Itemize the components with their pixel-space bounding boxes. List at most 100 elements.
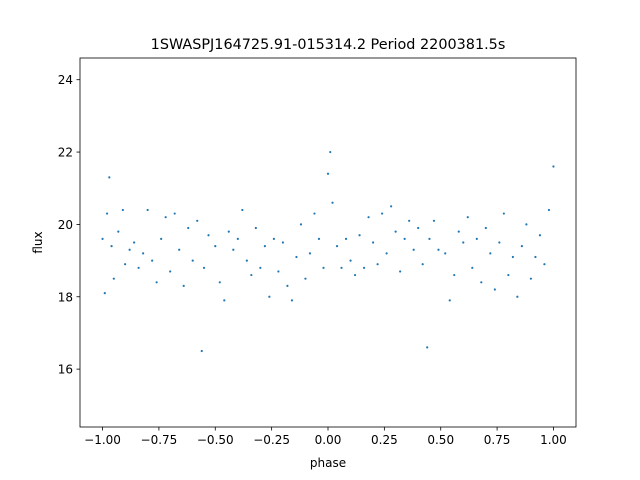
data-point [105,212,109,215]
data-point [232,248,235,251]
data-point [381,212,384,215]
data-point [475,237,478,240]
data-point [403,237,406,240]
data-point [457,230,460,233]
data-point [142,252,145,255]
data-point [254,226,257,230]
data-point [432,219,436,222]
y-tick-label: 24 [58,73,73,87]
data-point [304,277,307,280]
data-point [344,237,348,240]
data-point [367,216,370,219]
data-point [146,208,149,212]
data-point [101,237,104,240]
y-tick-label: 18 [58,290,73,304]
data-point [207,234,210,237]
data-point [218,281,221,284]
chart-title: 1SWASPJ164725.91-015314.2 Period 2200381… [151,37,506,53]
data-point [331,201,334,204]
data-point [358,234,361,237]
data-point [448,299,451,302]
y-tick-label: 22 [58,146,73,160]
data-point [462,241,465,244]
data-point [385,252,388,255]
data-point [250,273,253,277]
data-point [353,273,357,277]
data-point [376,263,379,266]
x-axis-label: phase [310,456,346,470]
data-point [329,150,332,154]
data-point [507,273,510,277]
data-point [151,259,154,262]
data-point [466,216,469,219]
x-tick-label: −1.00 [84,433,121,447]
data-point [471,266,474,269]
data-point [202,266,206,269]
data-point [489,252,492,255]
data-point [191,259,194,262]
data-point [178,248,181,251]
data-point [290,299,294,302]
data-point [133,241,136,244]
data-point [236,237,239,240]
x-tick-label: 0.50 [427,433,454,447]
data-point [437,248,440,251]
data-point [272,237,275,240]
data-point [103,292,106,295]
data-point [516,295,519,298]
data-point [164,216,167,219]
x-axis: −1.00 −0.75 −0.50 −0.25 0.00 0.25 0.50 0.75 1.00 [84,427,567,447]
data-point [223,299,226,302]
data-point [340,266,343,269]
y-tick-label: 16 [58,363,73,377]
y-axis-label: flux [31,231,45,253]
data-point [426,346,429,349]
data-point [322,266,325,269]
data-point [399,270,402,273]
data-point [498,241,501,244]
x-tick-label: 0.75 [484,433,511,447]
data-point [371,241,375,244]
x-tick-label: 0.00 [315,433,342,447]
data-point [520,245,523,248]
data-point [121,208,124,212]
data-point [169,270,172,273]
x-tick-label: 0.25 [371,433,398,447]
data-point [123,263,127,266]
data-point [444,252,447,255]
x-tick-label: −0.50 [197,433,234,447]
data-point [160,237,163,240]
data-point [511,255,514,259]
data-point [453,273,456,277]
data-point [128,248,131,251]
x-tick-label: −0.75 [141,433,178,447]
data-point [326,172,330,175]
data-point [543,263,546,266]
data-point [417,226,420,230]
data-point [259,266,262,269]
y-axis: 16 18 20 22 24 [58,73,80,377]
data-point [480,281,483,284]
data-point [263,245,266,248]
data-point [502,212,505,215]
data-points [101,150,555,353]
data-point [308,252,312,255]
data-point [277,270,280,273]
data-point [493,288,496,291]
data-point [295,255,298,259]
data-point [534,255,537,259]
x-tick-label: −0.25 [253,433,290,447]
data-point [227,230,230,233]
data-point [112,277,115,280]
data-point [408,219,411,222]
data-point [349,259,352,262]
data-point [241,208,244,212]
data-point [394,230,397,233]
data-point [173,212,176,215]
data-point [412,248,415,251]
data-point [390,205,393,208]
data-point [200,349,203,353]
data-point [552,165,555,168]
